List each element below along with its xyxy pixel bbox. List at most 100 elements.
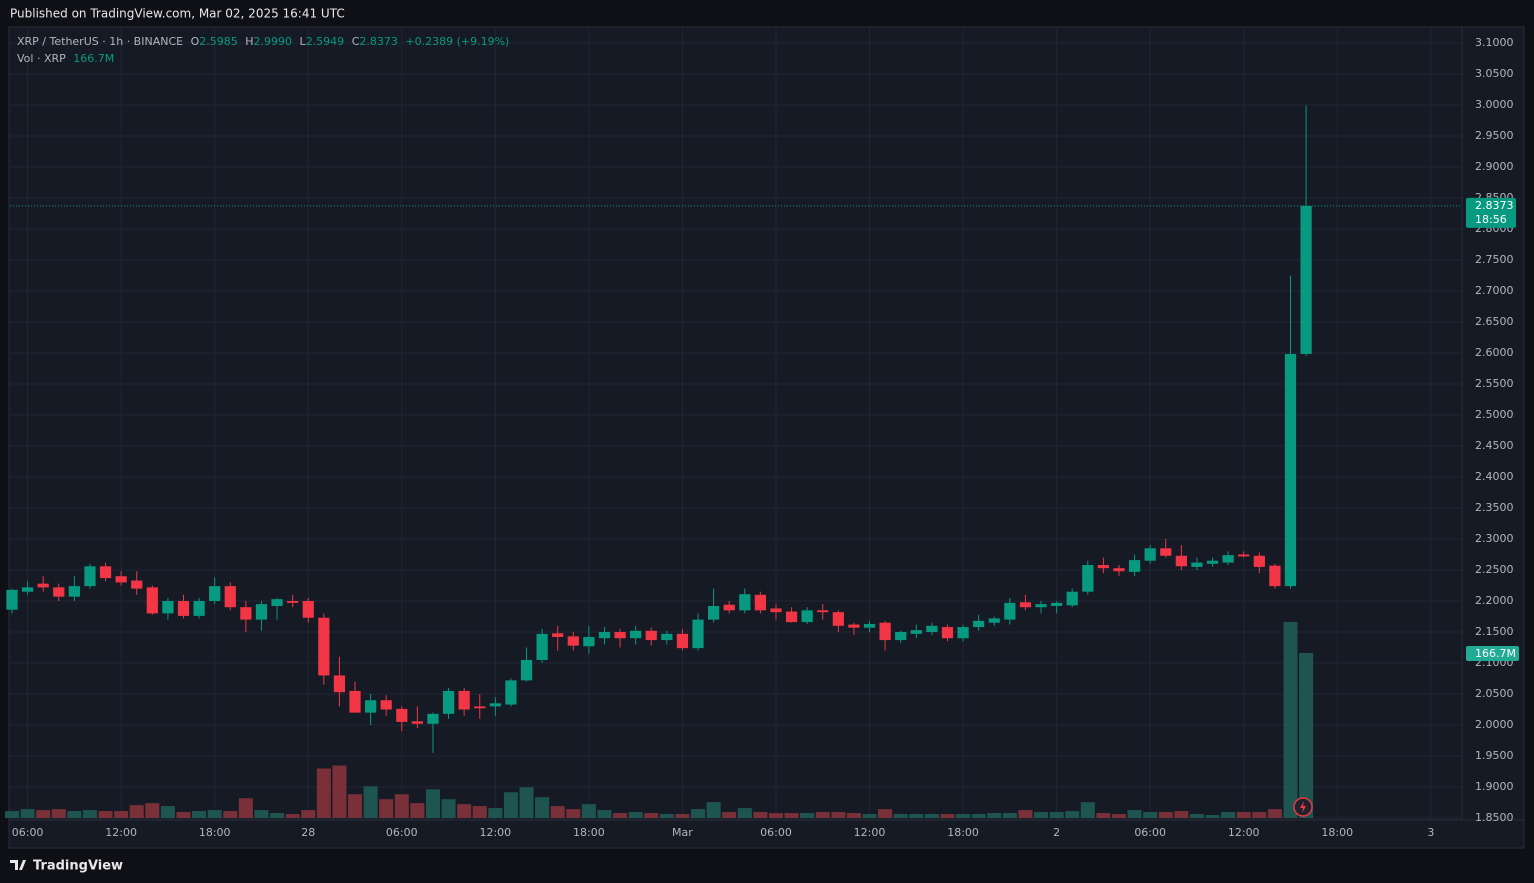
candle-body [37,583,49,588]
y-tick-label: 2.7000 [1475,284,1514,297]
volume-bar [628,812,643,818]
x-tick-label: 18:00 [573,826,605,839]
volume-bar [940,814,955,818]
y-tick-label: 2.5500 [1475,377,1514,390]
candle-body [209,586,221,602]
x-tick-label: 12:00 [479,826,511,839]
candle-body [1051,602,1063,606]
candle-body [318,617,330,676]
volume-bar [971,814,986,818]
ohlc-value: 2.5985 [199,35,238,48]
volume-bar [51,809,66,818]
candle-body [723,604,735,611]
volume-bar [457,804,472,818]
volume-bar [1189,814,1204,818]
alert-bolt [1300,801,1306,813]
ohlc-value: 2.8373 [359,35,398,48]
candle-body [583,636,595,647]
alert-icon[interactable] [1293,797,1313,817]
volume-pane [4,622,1314,818]
volume-bar [472,806,487,818]
y-tick-label: 1.9500 [1475,749,1514,762]
volume-bar [503,792,518,818]
candle-body [162,601,174,614]
volume-bar [1127,810,1142,818]
x-tick-label: Mar [672,826,693,839]
candle-body [645,630,657,641]
volume-bar [909,814,924,818]
volume-tag-value: 166.7M [1475,647,1516,660]
candle-body [287,601,299,603]
candle-body [708,605,720,620]
ohlc-key: C [352,35,360,48]
volume-bar [706,802,721,818]
volume-bar [1080,802,1095,818]
candle-body [817,610,829,613]
volume-bar [831,812,846,818]
candle-body [1253,555,1265,567]
volume-bar [893,814,908,818]
candle-body [21,587,34,592]
candle-body [1300,205,1312,354]
volume-bar [846,813,861,818]
candle-body [1035,604,1047,608]
y-tick-label: 2.1500 [1475,625,1514,638]
candle-body [364,700,377,713]
volume-bar [519,787,534,818]
candle-body [411,721,423,724]
volume-bar [1158,812,1173,818]
candle-body [910,630,922,634]
candle-body [598,632,611,639]
volume-bar [36,810,51,818]
y-tick-label: 2.6000 [1475,346,1514,359]
volume-bar [597,810,612,818]
candle-body [146,587,158,614]
brand-name: TradingView [33,859,123,874]
candle-body [661,633,673,641]
volume-bar [254,810,269,818]
y-tick-label: 2.4000 [1475,470,1514,483]
candle-body [957,627,969,639]
candle-body [1284,353,1297,587]
volume-bar [800,813,815,818]
volume-tag [1466,645,1519,661]
volume-bar [1034,812,1049,818]
volume-bar [332,765,347,818]
volume-bar [722,812,737,818]
y-tick-label: 2.2500 [1475,563,1514,576]
candle-body [926,625,938,633]
candle-body [1113,568,1125,572]
volume-bar [862,814,877,818]
candle-body [474,706,486,709]
volume-bar [659,814,674,818]
x-tick-label: 3 [1427,826,1434,839]
y-tick-label: 2.5000 [1475,408,1514,421]
volume-bar [238,798,253,818]
candle-body [84,566,96,587]
candle-body [6,589,18,610]
volume-bar [410,803,425,818]
symbol: XRP / TetherUS · 1h · BINANCE [17,35,183,48]
volume-bar [223,811,238,818]
volume-bar [1018,810,1033,818]
candle-body [941,627,954,639]
candle-body [676,633,689,649]
candle-body [863,623,876,628]
volume-bar [98,811,113,818]
volume-bar [488,808,503,818]
y-tick-label: 3.1000 [1475,36,1514,49]
volume-bar [1252,812,1267,818]
candle-body [1206,560,1219,564]
volume-bar [4,811,20,818]
volume-name: Vol · XRP [17,52,66,65]
x-tick-label: 2 [1053,826,1060,839]
volume-value: 166.7M [73,52,114,65]
volume-bar [67,811,82,818]
x-tick-label: 18:00 [199,826,231,839]
candle-body [224,586,236,608]
volume-bar [145,803,160,818]
candle-body [692,619,704,649]
candle-body [349,690,361,713]
volume-bar [1096,813,1111,818]
